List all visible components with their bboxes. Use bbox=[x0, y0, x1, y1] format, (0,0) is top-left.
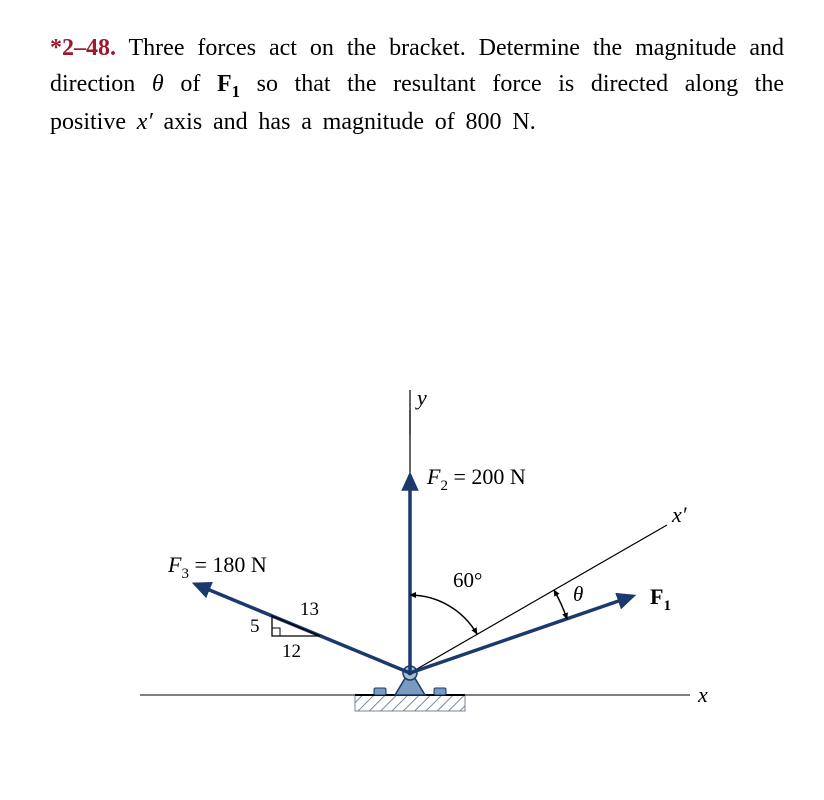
triangle-adj: 12 bbox=[282, 641, 301, 662]
angle-theta-label: θ bbox=[573, 582, 583, 606]
f1-force-label: F bbox=[650, 584, 663, 609]
xprime-axis: x′ bbox=[410, 502, 688, 673]
f1-force-sub: 1 bbox=[663, 598, 671, 614]
ground bbox=[140, 695, 690, 711]
problem-statement: *2–48. Three forces act on the bracket. … bbox=[0, 0, 824, 140]
y-axis-label: y bbox=[415, 385, 427, 410]
f3-sub: 3 bbox=[181, 566, 189, 582]
force-diagram: y x x′ F2 = 200 N F3 = 180 N 5 12 13 bbox=[100, 380, 750, 770]
f2-label: F bbox=[426, 464, 441, 489]
f1-label: F bbox=[217, 71, 232, 97]
xprime-symbol: x′ bbox=[137, 109, 153, 135]
text-p2: of bbox=[164, 71, 217, 97]
problem-number: *2–48. bbox=[50, 35, 116, 61]
f1-sub: 1 bbox=[232, 82, 240, 101]
f2-value: = 200 N bbox=[453, 464, 525, 489]
text-p4: axis and has a magnitude of 800 N. bbox=[153, 109, 536, 135]
svg-text:F3 = 180 N: F3 = 180 N bbox=[167, 552, 267, 582]
xprime-axis-label: x′ bbox=[671, 502, 688, 527]
x-axis: x bbox=[697, 682, 708, 707]
triangle-hyp: 13 bbox=[300, 599, 319, 620]
f2-sub: 2 bbox=[440, 478, 448, 494]
theta-symbol: θ bbox=[152, 71, 164, 97]
angle-60-label: 60° bbox=[453, 568, 482, 592]
y-axis: y bbox=[410, 385, 427, 673]
force-f3: F3 = 180 N 5 12 13 bbox=[167, 552, 410, 673]
triangle-opp: 5 bbox=[250, 616, 260, 637]
f3-value: = 180 N bbox=[194, 552, 266, 577]
svg-text:F2 = 200 N: F2 = 200 N bbox=[426, 464, 526, 494]
f3-label: F bbox=[167, 552, 182, 577]
x-axis-label: x bbox=[697, 682, 708, 707]
angle-60: 60° bbox=[410, 568, 482, 634]
svg-text:F1: F1 bbox=[650, 584, 671, 614]
